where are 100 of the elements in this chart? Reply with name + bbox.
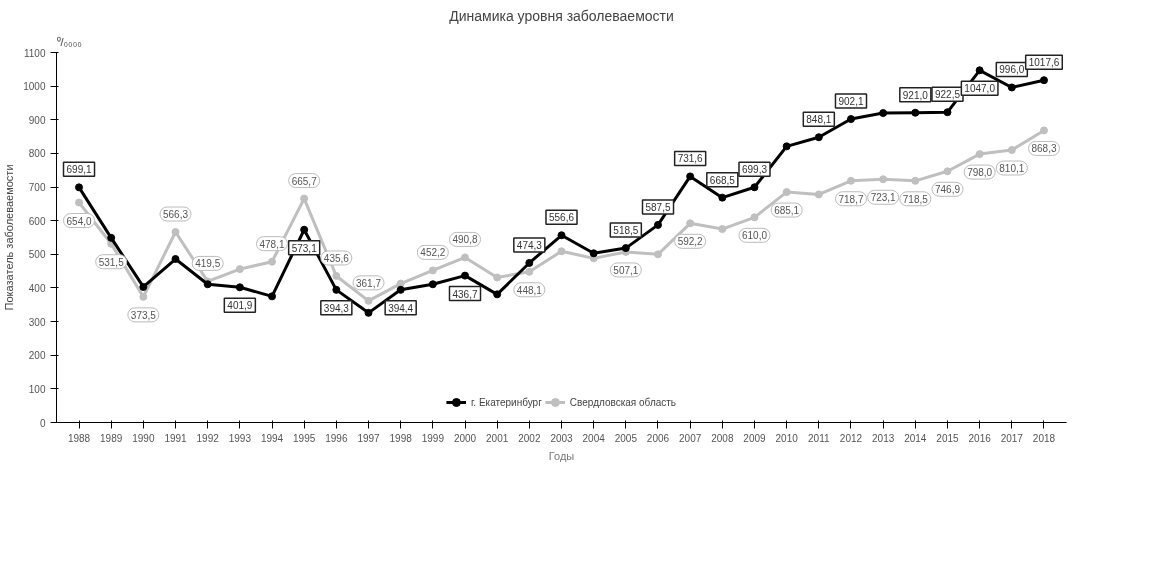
point xyxy=(1007,83,1016,92)
point xyxy=(589,249,598,258)
x-tick-label: 2004 xyxy=(582,432,606,444)
y-tick-label: 500 xyxy=(28,249,46,261)
x-tick-label: 2013 xyxy=(872,432,895,444)
data-label: 868,3 xyxy=(1031,143,1057,155)
point xyxy=(493,290,502,299)
data-label: 394,4 xyxy=(388,302,414,314)
point xyxy=(396,279,405,288)
x-tick-label: 2014 xyxy=(904,432,927,444)
x-tick-label: 1996 xyxy=(325,432,348,444)
x-tick-label: 1992 xyxy=(196,432,220,444)
point xyxy=(493,273,502,282)
point xyxy=(300,225,309,234)
point xyxy=(364,296,373,305)
point xyxy=(1039,76,1048,85)
data-label: 731,6 xyxy=(677,153,704,165)
point xyxy=(975,150,984,159)
x-tick-label: 2010 xyxy=(775,432,799,444)
point xyxy=(879,109,888,118)
point xyxy=(943,167,952,176)
point xyxy=(107,233,116,242)
point xyxy=(879,175,888,184)
point xyxy=(268,257,277,266)
point xyxy=(461,253,469,262)
data-label: 587,5 xyxy=(645,201,671,213)
data-label: 566,3 xyxy=(163,209,189,221)
point xyxy=(171,228,180,237)
data-label: 592,2 xyxy=(677,236,704,248)
y-tick-label: 1000 xyxy=(23,81,46,93)
point xyxy=(1007,146,1016,154)
point xyxy=(975,66,984,75)
point xyxy=(1039,126,1048,135)
y-tick-label: 600 xyxy=(28,215,46,227)
point xyxy=(654,220,662,229)
point xyxy=(814,133,823,142)
data-label: 1017,6 xyxy=(1028,57,1060,69)
point xyxy=(557,247,566,256)
point xyxy=(846,176,855,185)
y-tick-label: 200 xyxy=(28,350,46,362)
x-tick-label: 2000 xyxy=(453,432,477,444)
data-label: 921,0 xyxy=(902,89,929,101)
data-label: 394,3 xyxy=(323,302,350,314)
point xyxy=(525,258,534,267)
data-label: 507,1 xyxy=(613,264,639,276)
point xyxy=(75,183,84,192)
point xyxy=(268,292,277,301)
data-label: 810,1 xyxy=(999,163,1025,175)
point xyxy=(911,176,920,185)
x-tick-label: 1995 xyxy=(293,432,316,444)
data-label: 401,9 xyxy=(227,300,253,312)
data-label: 665,7 xyxy=(291,175,318,187)
point xyxy=(332,271,341,280)
y-tick-label: 100 xyxy=(28,383,46,395)
y-tick-label: 700 xyxy=(28,182,46,194)
point xyxy=(235,265,244,274)
y-tick-label: 400 xyxy=(28,282,46,294)
point xyxy=(911,108,920,117)
data-label: 448,1 xyxy=(516,284,543,296)
x-tick-label: 2009 xyxy=(743,432,767,444)
point xyxy=(750,213,759,222)
point xyxy=(718,193,727,202)
y-tick-label: 0 xyxy=(39,417,46,429)
point xyxy=(782,142,791,151)
point xyxy=(654,250,662,259)
y-tick-label: 800 xyxy=(28,148,46,160)
data-label: 531,5 xyxy=(98,256,125,268)
x-tick-label: 2012 xyxy=(839,432,863,444)
data-label: 699,3 xyxy=(741,164,768,176)
point xyxy=(525,267,534,276)
point xyxy=(332,285,341,294)
data-label: 996,0 xyxy=(999,64,1025,76)
y-tick-label: 900 xyxy=(28,114,46,126)
data-label: 419,5 xyxy=(195,258,221,270)
y-tick-label: 300 xyxy=(28,316,46,328)
data-label: 654,0 xyxy=(66,215,92,227)
point xyxy=(686,219,695,228)
x-tick-label: 2005 xyxy=(614,432,638,444)
point xyxy=(171,255,180,264)
x-tick-label: 2018 xyxy=(1032,432,1056,444)
data-label: 746,9 xyxy=(934,184,961,196)
data-label: 718,7 xyxy=(838,193,864,205)
point xyxy=(750,183,759,192)
x-tick-label: 1990 xyxy=(132,432,155,444)
point xyxy=(396,285,405,294)
point xyxy=(428,280,437,289)
point xyxy=(461,271,469,280)
y-tick-label: 1100 xyxy=(24,47,46,59)
data-label: 490,8 xyxy=(452,234,478,246)
x-tick-label: 1994 xyxy=(260,432,284,444)
x-tick-label: 1997 xyxy=(357,432,381,444)
x-tick-label: 2001 xyxy=(486,432,509,444)
point xyxy=(364,308,373,317)
data-label: 573,1 xyxy=(291,242,318,254)
data-label: 668,5 xyxy=(709,174,736,186)
data-label: 848,1 xyxy=(806,114,832,126)
chart-title: Динамика уровня заболеваемости xyxy=(449,7,674,24)
data-label: 518,5 xyxy=(613,225,639,237)
point xyxy=(557,231,566,240)
point xyxy=(235,283,244,292)
